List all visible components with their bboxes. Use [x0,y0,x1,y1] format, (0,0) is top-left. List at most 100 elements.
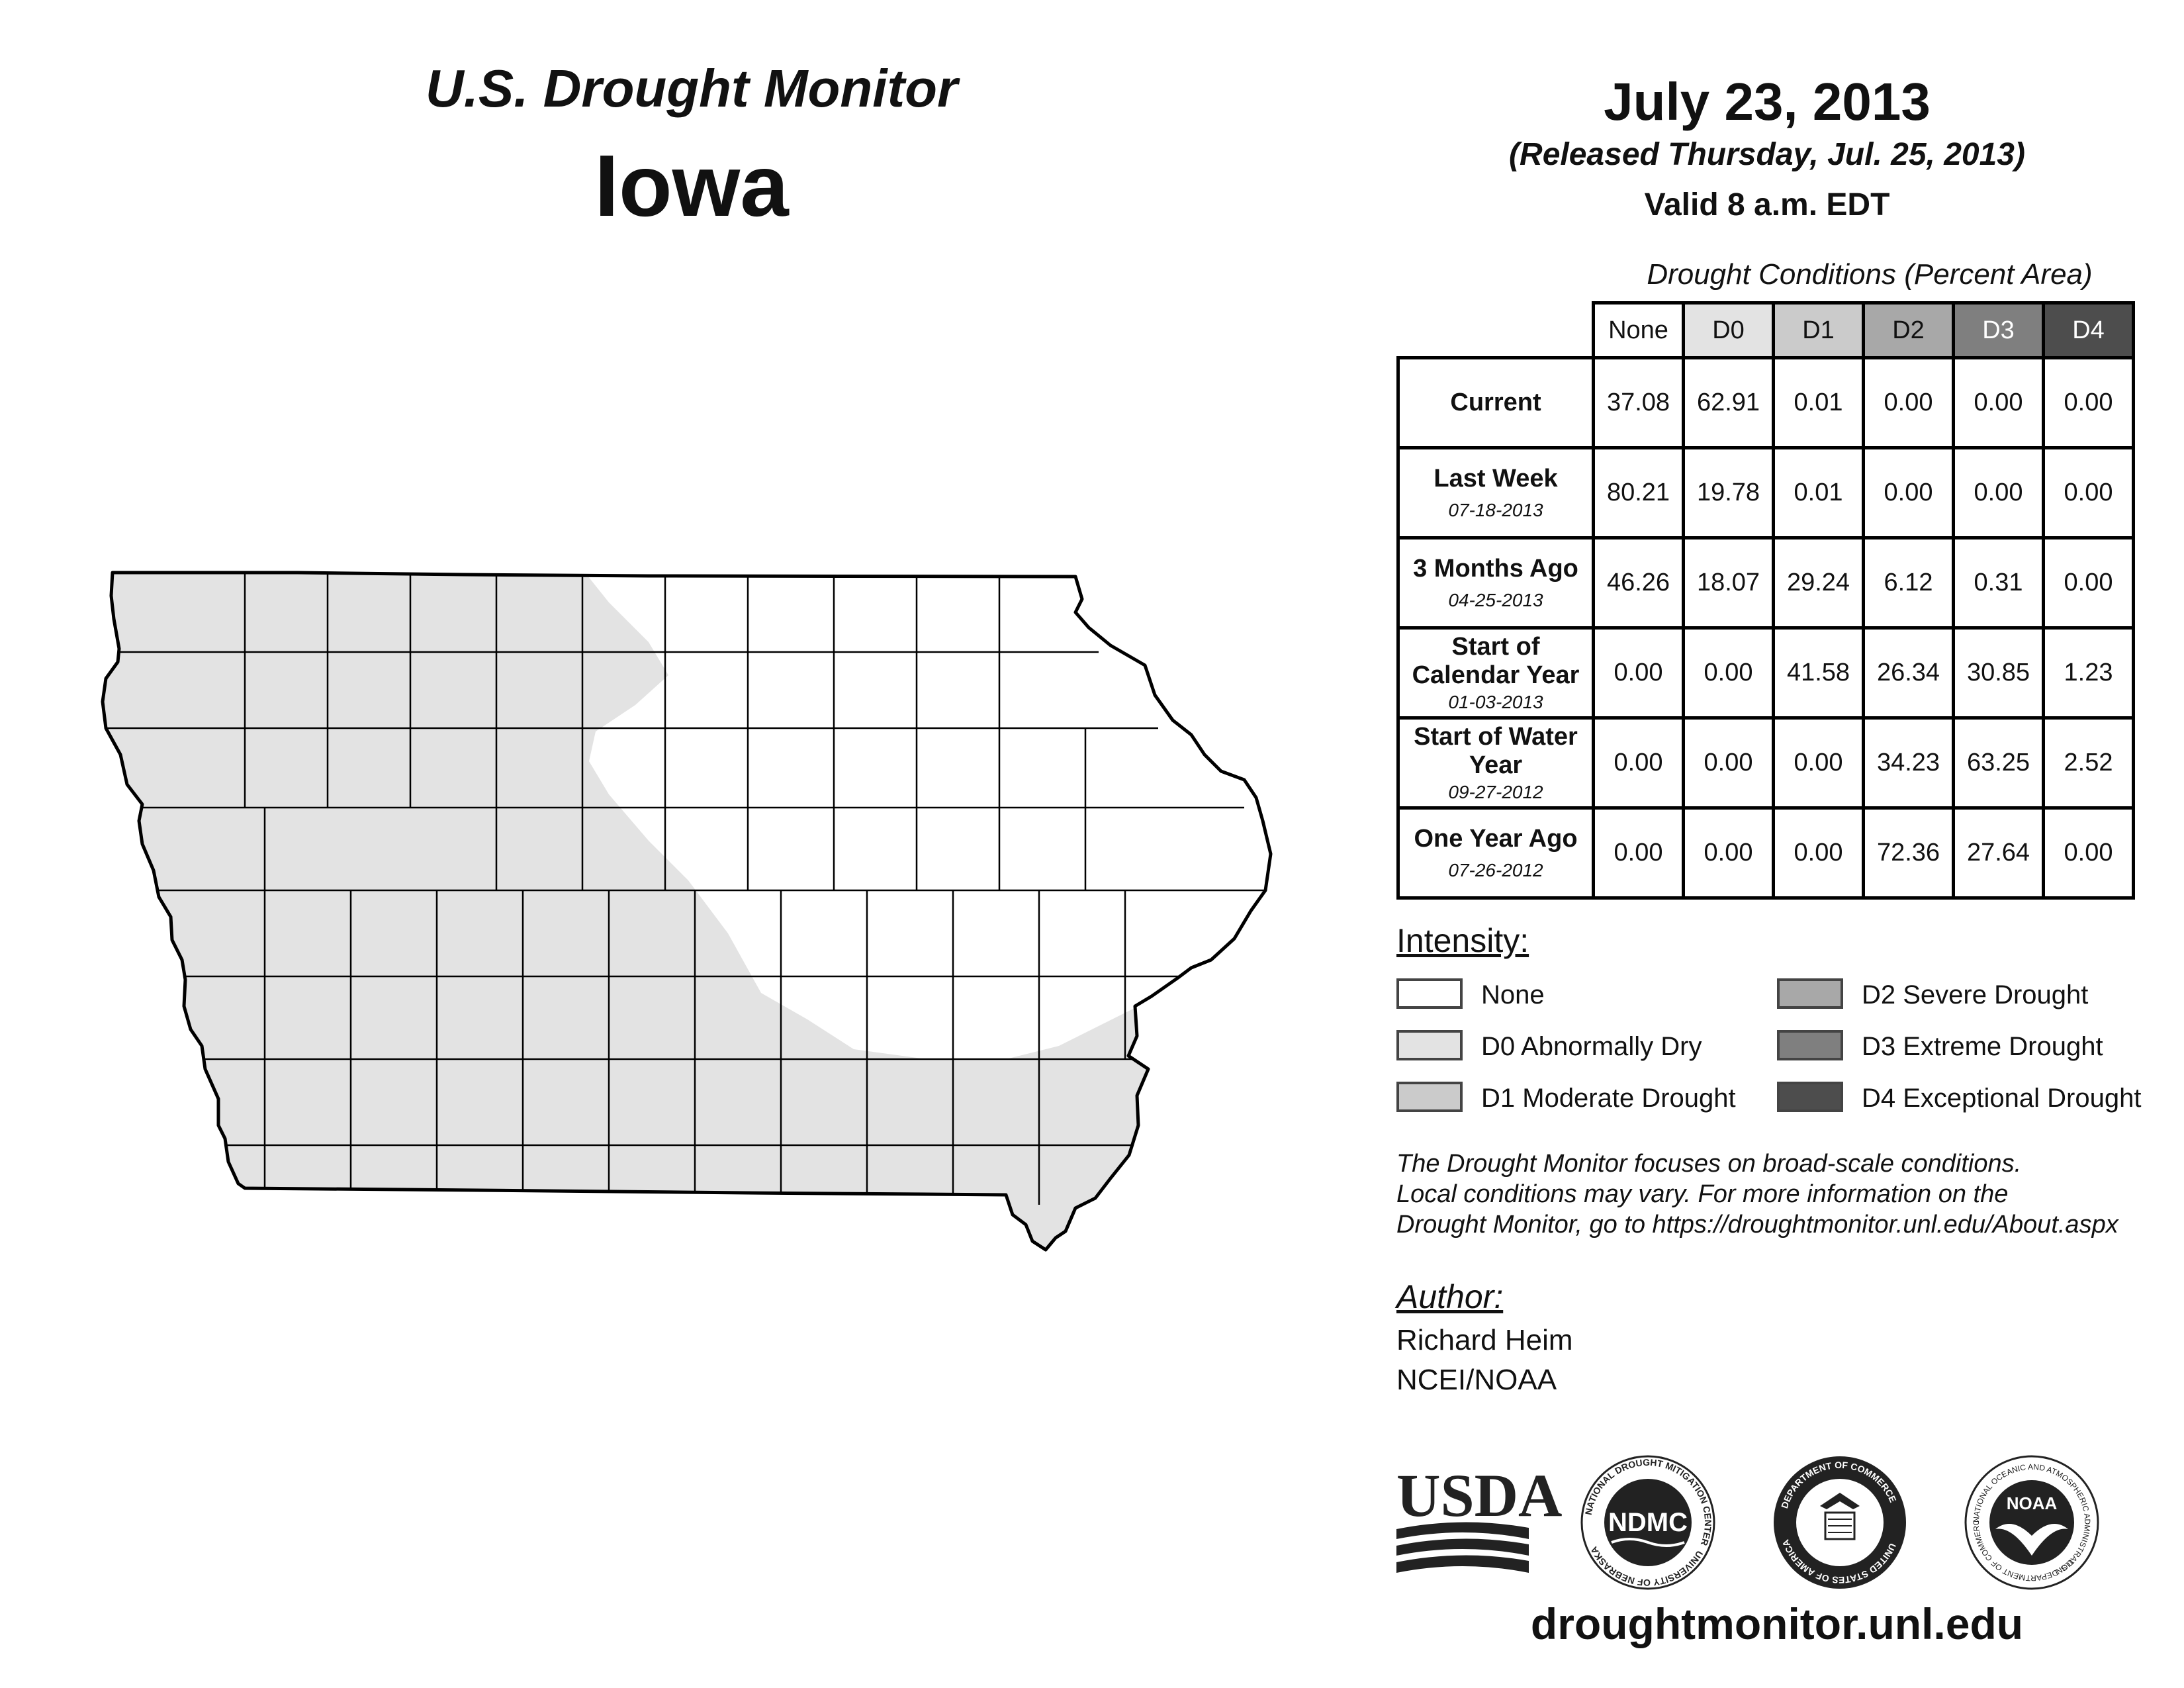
cell: 0.00 [2042,536,2135,630]
author-heading: Author: [1396,1278,1504,1315]
legend-label: D3 Extreme Drought [1862,1032,2103,1061]
drought-conditions-table: None D0 D1 D2 D3 D4 Current 37.08 62.91 … [1396,301,2135,900]
table-row: Last Week 07-18-2013 80.21 19.78 0.01 0.0… [1396,446,2135,539]
county-lines [103,573,1271,1205]
note-line: The Drought Monitor focuses on broad-sca… [1396,1150,2022,1178]
legend-label: D4 Exceptional Drought [1862,1084,2142,1113]
legend-label: D1 Moderate Drought [1481,1084,1736,1113]
col-header-d4: D4 [2042,301,2135,359]
cell: 0.00 [1772,806,1865,900]
cell: 29.24 [1772,536,1865,630]
row-label: 3 Months Ago 04-25-2013 [1396,536,1595,630]
note-line: Local conditions may vary. For more info… [1396,1180,2009,1208]
cell: 26.34 [1862,626,1955,720]
col-header-d1: D1 [1772,301,1865,359]
row-date: 07-26-2012 [1448,860,1543,881]
author-name: Richard Heim [1396,1324,1573,1356]
disclaimer-note: The Drought Monitor focuses on broad-sca… [1396,1149,2158,1240]
col-header-none: None [1592,301,1685,359]
state-outline [101,571,1273,1252]
row-date: 04-25-2013 [1448,590,1543,611]
iowa-drought-map [101,571,1273,1252]
col-header-d3: D3 [1952,301,2045,359]
ndmc-logo: NATIONAL DROUGHT MITIGATION CENTER UNIVE… [1580,1455,1715,1590]
valid-time: Valid 8 a.m. EDT [1644,187,1890,222]
noaa-logo-text: NOAA [2007,1493,2058,1513]
cell: 0.01 [1772,446,1865,539]
map-date: July 23, 2013 [1604,72,1931,131]
cell: 41.58 [1772,626,1865,720]
cell: 1.23 [2042,626,2135,720]
cell: 0.00 [1862,356,1955,449]
table-row: 3 Months Ago 04-25-2013 46.26 18.07 29.24… [1396,536,2135,630]
table-caption: Drought Conditions (Percent Area) [1647,258,2093,291]
cell: 27.64 [1952,806,2045,900]
none-region [582,573,1271,1059]
cell: 0.00 [1862,446,1955,539]
legend-label: None [1481,980,1545,1009]
legend-label: D0 Abnormally Dry [1481,1032,1702,1061]
legend-label: D2 Severe Drought [1862,980,2089,1009]
state-name: Iowa [594,137,789,234]
cell: 0.00 [1952,446,2045,539]
legend-title: Intensity: [1396,922,1529,959]
row-label: Current [1396,356,1595,449]
site-url: droughtmonitor.unl.edu [1530,1599,2024,1648]
cell: 0.00 [1682,716,1775,810]
table-row: Start of Water Year 09-27-2012 0.00 0.00 … [1396,716,2135,810]
row-date: 01-03-2013 [1448,692,1543,713]
release-date: (Released Thursday, Jul. 25, 2013) [1509,137,2025,172]
cell: 0.00 [2042,446,2135,539]
cell: 0.31 [1952,536,2045,630]
cell: 0.00 [1682,806,1775,900]
legend-swatch [1777,1030,1843,1060]
cell: 72.36 [1862,806,1955,900]
cell: 46.26 [1592,536,1685,630]
table-header-row: None D0 D1 D2 D3 D4 [1398,301,2135,359]
row-date: 07-18-2013 [1448,500,1543,521]
ndmc-logo-text: NDMC [1608,1508,1688,1537]
legend-swatch [1777,1082,1843,1112]
cell: 0.00 [1952,356,2045,449]
legend-swatch [1777,978,1843,1009]
usda-logo: USDA [1396,1462,1562,1573]
cell: 0.00 [2042,356,2135,449]
cell: 80.21 [1592,446,1685,539]
usda-logo-text: USDA [1396,1462,1562,1529]
table-row: Current 37.08 62.91 0.01 0.00 0.00 0.00 [1396,356,2135,449]
cell: 18.07 [1682,536,1775,630]
row-label: Last Week 07-18-2013 [1396,446,1595,539]
col-header-d2: D2 [1862,301,1955,359]
legend-swatch [1396,1082,1463,1112]
commerce-seal: DEPARTMENT OF COMMERCE UNITED STATES OF … [1774,1456,1906,1589]
table-corner [1398,303,1595,359]
map-title: U.S. Drought Monitor [425,59,958,118]
cell: 0.00 [2042,806,2135,900]
author-org: NCEI/NOAA [1396,1364,1557,1396]
cell: 0.01 [1772,356,1865,449]
cell: 0.00 [1592,716,1685,810]
legend-swatch [1396,1030,1463,1060]
row-label: One Year Ago 07-26-2012 [1396,806,1595,900]
table-row: One Year Ago 07-26-2012 0.00 0.00 0.00 72… [1396,806,2135,900]
cell: 63.25 [1952,716,2045,810]
cell: 0.00 [1592,626,1685,720]
cell: 6.12 [1862,536,1955,630]
table-row: Start of Calendar Year 01-03-2013 0.00 0.… [1396,626,2135,720]
agency-logos: USDA NATIONAL DROUGHT MITIGATION CENTER … [1396,1443,2099,1590]
cell: 0.00 [1592,806,1685,900]
cell: 37.08 [1592,356,1685,449]
row-date: 09-27-2012 [1448,782,1543,803]
cell: 62.91 [1682,356,1775,449]
col-header-d0: D0 [1682,301,1775,359]
legend-swatch [1396,978,1463,1009]
cell: 34.23 [1862,716,1955,810]
cell: 30.85 [1952,626,2045,720]
cell: 2.52 [2042,716,2135,810]
cell: 19.78 [1682,446,1775,539]
cell: 0.00 [1772,716,1865,810]
cell: 0.00 [1682,626,1775,720]
row-label: Start of Water Year 09-27-2012 [1396,716,1595,810]
row-label: Start of Calendar Year 01-03-2013 [1396,626,1595,720]
note-line: Drought Monitor, go to https://droughtmo… [1396,1211,2118,1239]
